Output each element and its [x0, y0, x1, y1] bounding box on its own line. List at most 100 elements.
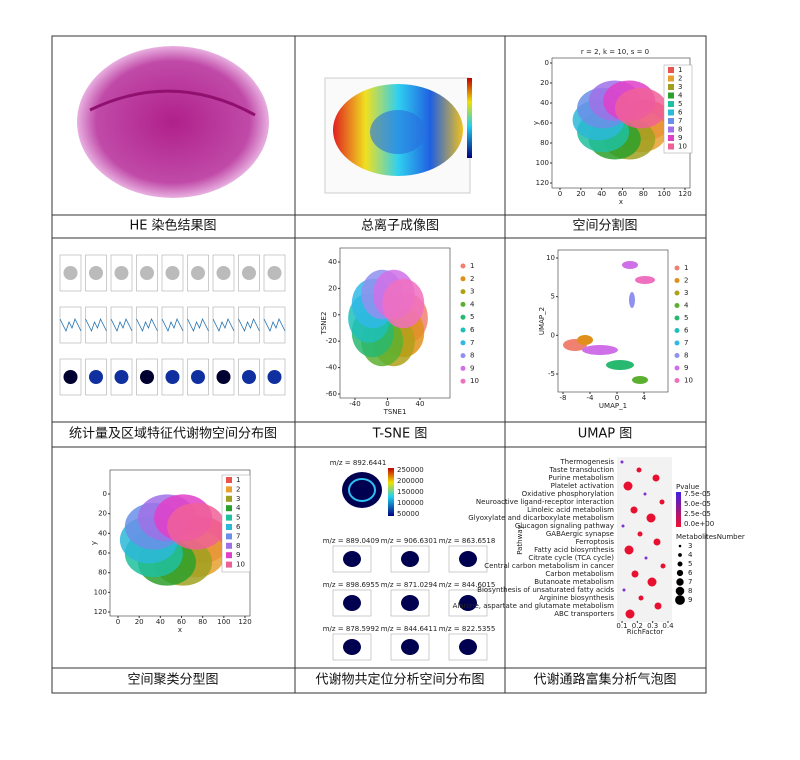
legend-label: 5	[688, 560, 692, 568]
caption: T-SNE 图	[372, 427, 428, 442]
y-tick-label: 0	[333, 311, 337, 319]
y-tick-label: 0	[551, 331, 555, 339]
cluster-region	[577, 335, 593, 345]
cluster-region	[622, 261, 638, 269]
caption: UMAP 图	[578, 427, 633, 442]
subplot-image	[401, 551, 419, 567]
colorbar-label: 150000	[397, 488, 424, 496]
legend-dot	[674, 278, 680, 283]
bubble	[630, 506, 638, 514]
legend-swatch	[226, 524, 232, 530]
size-key	[676, 569, 684, 577]
legend-dot	[460, 340, 466, 346]
x-axis-label: x	[178, 626, 182, 634]
legend-label: 7.5e-05	[684, 490, 711, 498]
x-tick-label: 0	[558, 190, 562, 198]
legend-dot	[460, 327, 466, 333]
legend-label: 2	[678, 75, 682, 83]
bubble	[620, 460, 624, 464]
legend-label: 5	[470, 313, 474, 321]
y-tick-label: 0	[103, 490, 107, 498]
subplot-image	[459, 639, 477, 655]
mini-plot	[161, 306, 184, 344]
y-axis-label: Pathway	[516, 525, 524, 555]
legend-label: 1	[470, 262, 474, 270]
subplot-image	[459, 595, 477, 611]
x-tick-label: 0	[385, 400, 389, 408]
legend-swatch	[226, 514, 232, 521]
size-key	[678, 544, 682, 548]
legend-swatch	[226, 542, 232, 549]
mini-plot	[136, 306, 158, 344]
legend-label: 2	[236, 485, 240, 493]
y-tick-label: 80	[98, 569, 107, 577]
pathway-label: Central carbon metabolism in cancer	[484, 562, 614, 570]
bubble	[660, 563, 666, 569]
bubble	[631, 570, 639, 578]
y-tick-label: 100	[94, 588, 107, 596]
mz-signal	[348, 478, 376, 502]
legend-label: 7	[470, 339, 474, 347]
legend-dot	[674, 328, 680, 333]
bubble	[622, 588, 626, 592]
subplot-image	[343, 595, 361, 611]
y-tick-label: -20	[326, 337, 337, 345]
bubble	[624, 545, 634, 555]
legend-label: 6	[684, 327, 689, 335]
x-tick-label: 120	[238, 618, 251, 626]
subplot-image	[401, 595, 419, 611]
mini-image	[216, 370, 231, 384]
pathway-label: Alanine, aspartate and glutamate metabol…	[453, 602, 615, 610]
grid	[51, 35, 707, 694]
legend-dot	[674, 290, 680, 296]
legend-swatch	[668, 143, 674, 150]
x-tick-label: -4	[587, 394, 595, 402]
mini-plot	[110, 306, 133, 344]
legend-label: 3	[688, 542, 692, 550]
legend-swatch	[668, 118, 674, 124]
plot-title: r = 2, k = 10, s = 0	[581, 48, 649, 56]
legend-label: 6	[688, 569, 693, 577]
legend-swatch	[226, 486, 232, 493]
mini-plot	[187, 358, 209, 396]
y-tick-label: 40	[328, 258, 337, 266]
mini-plot	[187, 306, 209, 344]
legend-dot	[674, 303, 680, 308]
subplot-frame	[448, 545, 488, 573]
pathway-label: Linoleic acid metabolism	[527, 506, 614, 514]
legend-swatch	[668, 109, 674, 116]
pathway-label: Platelet activation	[551, 482, 614, 490]
y-tick-label: 20	[328, 284, 337, 292]
y-axis-label: TSNE2	[320, 312, 328, 336]
pathway-label: Purine metabolism	[548, 474, 614, 482]
subplot-title: m/z = 871.0294	[381, 581, 438, 589]
legend-label: 7	[678, 117, 682, 125]
subplot-frame	[390, 545, 430, 573]
y-tick-label: 60	[98, 549, 107, 557]
pathway-label: Citrate cycle (TCA cycle)	[528, 554, 614, 562]
subplot-frame	[332, 589, 372, 617]
legend-label: 6	[236, 523, 241, 531]
x-tick-label: 0.3	[647, 622, 658, 630]
legend-title: Pvalue	[676, 483, 699, 491]
mini-trace	[110, 317, 133, 333]
mini-plot	[85, 358, 107, 396]
legend-label: 7	[684, 339, 688, 347]
plot-frame	[557, 249, 669, 393]
subplot-image	[459, 551, 477, 567]
size-key	[675, 586, 685, 596]
mini-plot	[238, 358, 260, 396]
mini-image	[242, 370, 256, 384]
legend-swatch	[226, 505, 232, 512]
colorbar-label: 200000	[397, 477, 424, 485]
y-axis-label: UMAP_2	[538, 307, 546, 335]
pathway-label: GABAergic synapse	[546, 530, 614, 538]
x-tick-label: 40	[597, 190, 606, 198]
bubble	[636, 467, 642, 473]
legend-label: 8	[470, 352, 474, 360]
bubble	[653, 538, 661, 546]
y-tick-label: 40	[540, 99, 549, 107]
mini-image	[216, 266, 231, 280]
caption: 空间分割图	[572, 218, 637, 234]
subplot-image	[401, 639, 419, 655]
